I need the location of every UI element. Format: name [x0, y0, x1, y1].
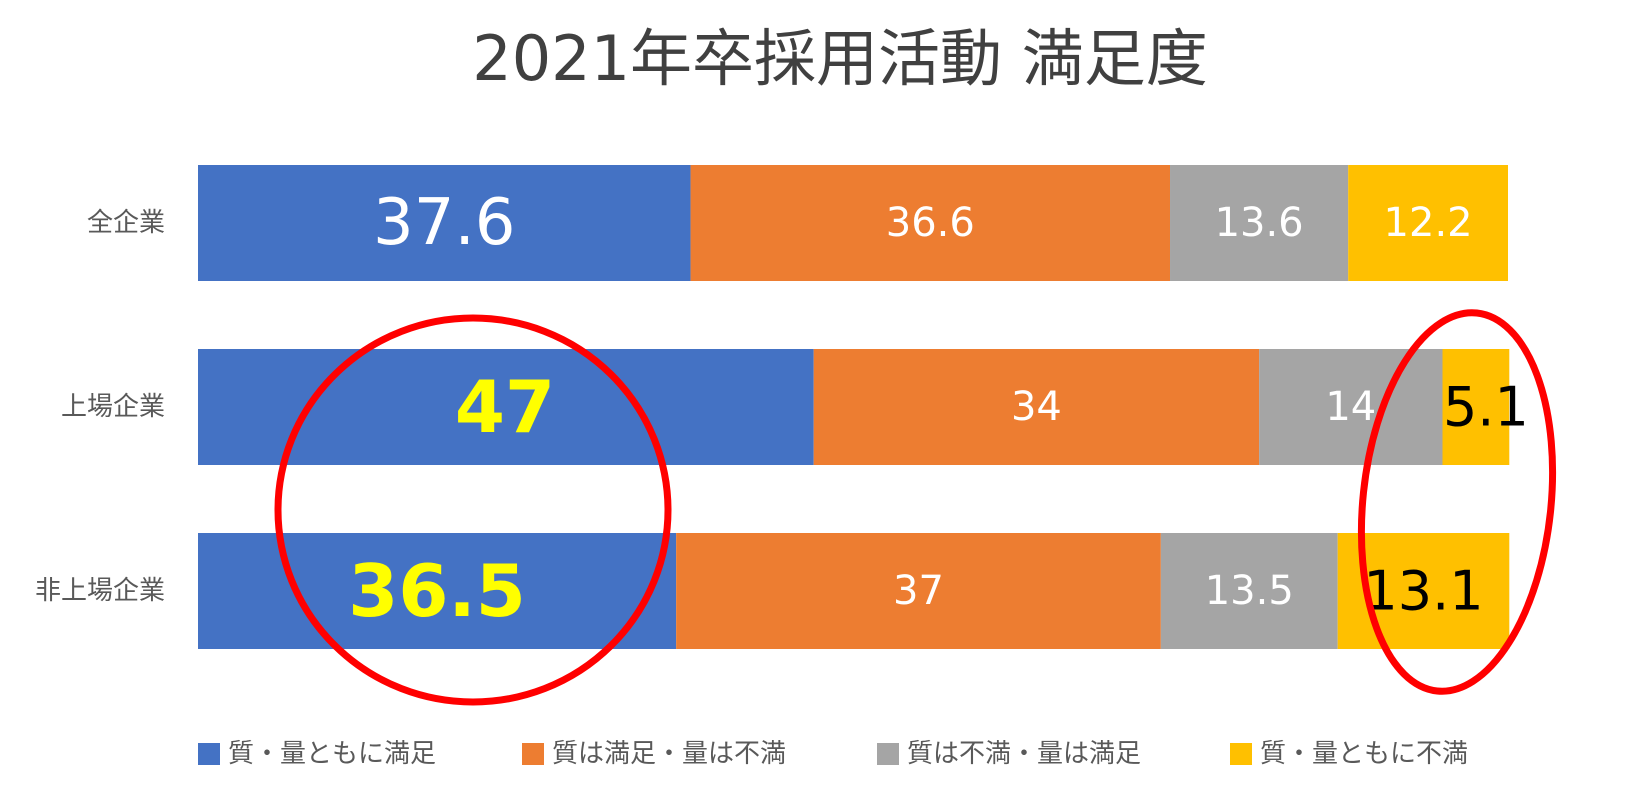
bars-layer — [198, 165, 1510, 649]
legend-label: 質・量ともに不満 — [1260, 739, 1468, 769]
data-label: 13.1 — [1363, 560, 1483, 623]
category-label: 全企業 — [87, 208, 165, 238]
bar-segment — [1170, 165, 1349, 281]
bar-segment — [813, 349, 1260, 465]
legend-swatch — [1230, 743, 1252, 765]
labels-layer: 全企業 37.6 36.6 13.6 12.2 上場企業 47 34 14 5.1 非上場企業 36.… — [35, 186, 1529, 633]
legend-label: 質は満足・量は不満 — [552, 739, 786, 769]
legend-label: 質は不満・量は満足 — [907, 739, 1141, 769]
data-label: 47 — [455, 365, 555, 449]
chart-title: 2021年卒採用活動 満足度 — [472, 22, 1208, 95]
legend-swatch — [198, 743, 220, 765]
legend-swatch — [877, 743, 899, 765]
bar-segment — [198, 165, 691, 281]
bar-segment — [676, 533, 1161, 649]
bar-segment — [690, 165, 1171, 281]
data-label: 13.5 — [1205, 568, 1294, 614]
bar-segment — [1348, 165, 1508, 281]
highlight-circle-right — [1357, 309, 1557, 695]
highlight-circle-left — [274, 314, 672, 706]
legend: 質・量ともに満足 質は満足・量は不満 質は不満・量は満足 質・量ともに不満 — [198, 739, 1468, 769]
data-label: 14 — [1325, 384, 1376, 430]
annotation-layer — [274, 309, 1557, 706]
data-label: 13.6 — [1215, 200, 1304, 246]
legend-swatch — [522, 743, 544, 765]
bar-segment — [198, 349, 814, 465]
data-label: 37 — [893, 568, 944, 614]
data-label: 34 — [1011, 384, 1062, 430]
data-label: 12.2 — [1384, 200, 1473, 246]
legend-label: 質・量ともに満足 — [228, 739, 436, 769]
category-label: 上場企業 — [61, 392, 165, 422]
category-label: 非上場企業 — [35, 576, 165, 606]
bar-segment — [1442, 349, 1510, 465]
data-label: 36.6 — [886, 200, 975, 246]
bar-segment — [1259, 349, 1443, 465]
bar-segment — [1160, 533, 1338, 649]
data-label: 37.6 — [373, 186, 516, 260]
data-label: 5.1 — [1443, 376, 1529, 439]
data-label: 36.5 — [348, 549, 526, 633]
bar-segment — [198, 533, 677, 649]
